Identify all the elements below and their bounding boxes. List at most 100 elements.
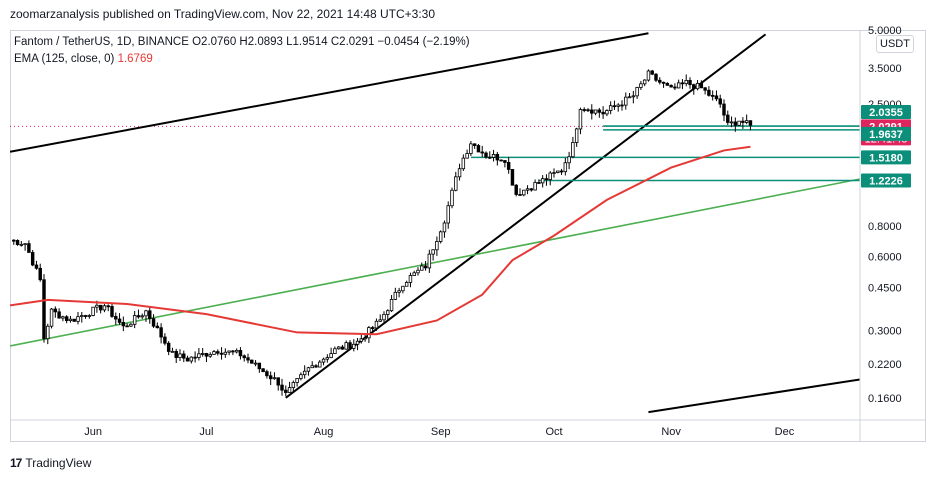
candle bbox=[208, 352, 212, 358]
candle-body bbox=[352, 343, 356, 349]
candle bbox=[688, 77, 692, 89]
candle bbox=[200, 348, 205, 357]
candle bbox=[627, 93, 632, 99]
candle-body bbox=[83, 315, 88, 317]
y-tick-label: 0.3000 bbox=[868, 326, 902, 338]
candle bbox=[733, 117, 738, 132]
candle-body bbox=[238, 350, 243, 357]
candle-body bbox=[15, 240, 20, 245]
candle-body bbox=[571, 142, 575, 158]
candle-body bbox=[265, 371, 269, 377]
candle-body bbox=[53, 308, 58, 313]
candle-body bbox=[227, 350, 231, 353]
candle bbox=[404, 280, 409, 287]
badge-value: 1.9637 bbox=[869, 129, 903, 141]
candle-body bbox=[117, 318, 122, 323]
candle-body bbox=[525, 188, 530, 191]
candle bbox=[114, 312, 118, 325]
candle-body bbox=[389, 298, 394, 312]
candle bbox=[42, 274, 46, 343]
trendline-rising-support bbox=[285, 33, 767, 399]
candle-body bbox=[163, 336, 167, 344]
candle-body bbox=[533, 182, 537, 191]
candle-body bbox=[30, 252, 35, 266]
candle-body bbox=[208, 354, 212, 357]
candle bbox=[503, 160, 507, 168]
candle bbox=[476, 143, 481, 153]
candle bbox=[314, 364, 318, 368]
candle bbox=[306, 366, 311, 376]
candle-body bbox=[321, 358, 326, 363]
y-tick-label: 0.1600 bbox=[868, 393, 902, 405]
candle bbox=[495, 151, 500, 166]
candle bbox=[46, 323, 50, 345]
candle bbox=[110, 303, 114, 318]
candle-body bbox=[661, 81, 666, 84]
candle bbox=[454, 171, 458, 192]
candle bbox=[284, 385, 288, 397]
candle bbox=[272, 372, 277, 380]
candle-body bbox=[427, 253, 432, 269]
candle bbox=[744, 114, 749, 125]
candle-body bbox=[333, 348, 337, 354]
candle-body bbox=[280, 384, 284, 391]
candle bbox=[223, 348, 228, 358]
candle bbox=[446, 201, 450, 229]
candle-body bbox=[578, 109, 583, 130]
brand-name: TradingView bbox=[25, 456, 92, 470]
candle bbox=[718, 94, 722, 108]
candle bbox=[469, 141, 473, 157]
candle bbox=[389, 295, 394, 312]
candle bbox=[544, 174, 549, 186]
candle bbox=[397, 287, 401, 298]
candle bbox=[608, 101, 613, 115]
candle-body bbox=[416, 269, 420, 274]
y-tick-label: 0.8000 bbox=[868, 221, 902, 233]
candle-body bbox=[19, 243, 24, 246]
candle-body bbox=[472, 143, 477, 146]
candle bbox=[650, 69, 654, 76]
candle-body bbox=[503, 160, 507, 163]
candle bbox=[34, 260, 39, 270]
candle bbox=[151, 314, 156, 328]
candle-body bbox=[703, 87, 707, 91]
candle bbox=[325, 354, 330, 363]
candle bbox=[318, 360, 322, 368]
candle bbox=[333, 346, 337, 355]
candle bbox=[159, 323, 163, 344]
badge-value: 1.5180 bbox=[869, 152, 903, 164]
candle bbox=[102, 304, 107, 313]
candle-body bbox=[276, 377, 280, 386]
candle bbox=[370, 325, 375, 332]
candle bbox=[329, 347, 333, 359]
candle bbox=[710, 90, 715, 101]
y-tick-label: 0.6000 bbox=[868, 252, 902, 264]
candle-body bbox=[42, 279, 46, 340]
candle bbox=[514, 184, 518, 197]
candle-body bbox=[193, 356, 197, 359]
candle-body bbox=[695, 82, 700, 90]
candle-body bbox=[544, 178, 549, 181]
candle-body bbox=[404, 282, 409, 287]
candle-body bbox=[480, 151, 484, 154]
candle-body bbox=[741, 120, 745, 123]
candle bbox=[148, 306, 152, 324]
x-tick-label: Sep bbox=[431, 426, 451, 438]
candle-body bbox=[72, 318, 76, 322]
candle-body bbox=[582, 109, 586, 111]
candle-body bbox=[518, 194, 522, 196]
candle bbox=[49, 307, 54, 329]
candle bbox=[12, 239, 16, 245]
candle-body bbox=[91, 306, 95, 316]
candle bbox=[518, 188, 522, 196]
candle bbox=[401, 285, 405, 294]
currency-button[interactable]: USDT bbox=[876, 35, 914, 53]
candle-body bbox=[129, 323, 133, 327]
badge-bg bbox=[861, 150, 911, 165]
candle-body bbox=[61, 316, 65, 319]
candle bbox=[253, 360, 258, 367]
candle-body bbox=[639, 83, 643, 88]
candle-body bbox=[522, 189, 526, 196]
candle bbox=[19, 241, 24, 247]
